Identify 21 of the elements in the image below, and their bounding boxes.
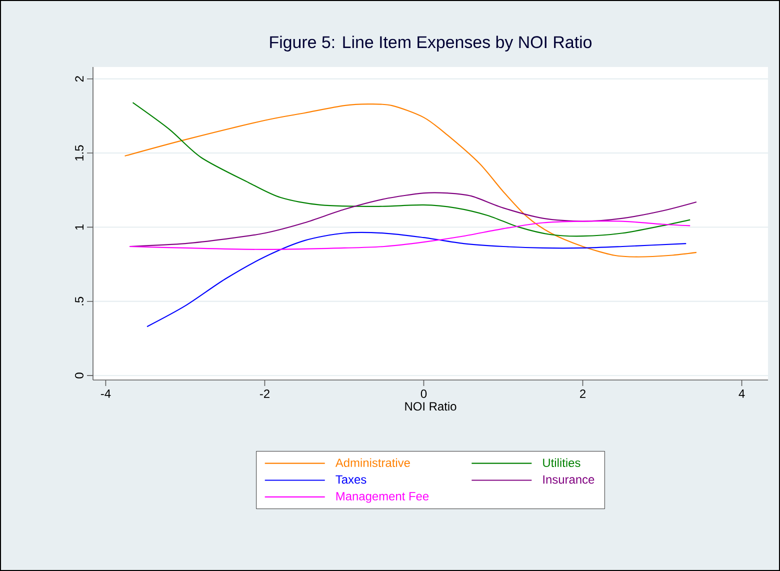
line-series xyxy=(124,104,698,258)
line-series xyxy=(129,220,691,250)
y-tick-label: 1.5 xyxy=(75,145,84,160)
text: Utilities xyxy=(543,458,580,468)
line-series xyxy=(146,232,687,328)
y-tick-label: 2 xyxy=(75,76,84,82)
y-tick-label: 1 xyxy=(75,224,84,230)
chart-title: Figure 5: Line Item Expenses by NOI Ratio xyxy=(270,36,592,52)
x-tick-label: -2 xyxy=(260,390,270,398)
x-tick-label: 0 xyxy=(420,390,427,398)
x-tick-label: 2 xyxy=(580,390,586,398)
x-axis-title: NOI Ratio xyxy=(405,402,456,411)
y-tick-label: .5 xyxy=(75,296,84,306)
text: Management Fee xyxy=(336,492,429,503)
text: Taxes xyxy=(336,475,366,484)
x-tick-label: -4 xyxy=(100,390,111,398)
y-tick-label: 0 xyxy=(75,372,84,378)
line-series xyxy=(132,102,691,237)
x-tick-label: 4 xyxy=(738,390,745,398)
text: Insurance xyxy=(543,475,594,484)
text: Administrative xyxy=(335,458,410,468)
